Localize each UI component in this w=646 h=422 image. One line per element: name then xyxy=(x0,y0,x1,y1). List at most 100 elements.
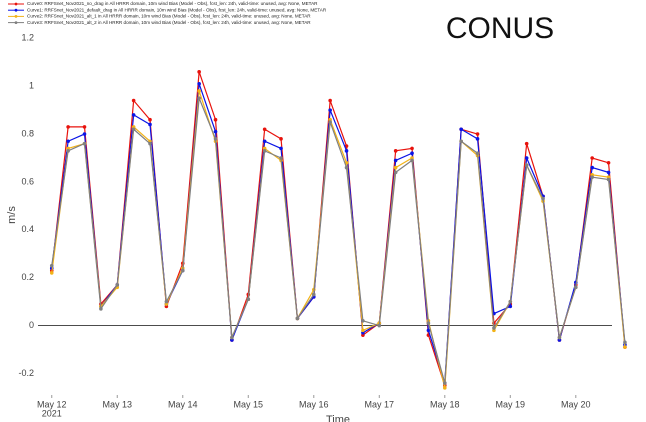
data-point xyxy=(49,271,54,275)
data-point xyxy=(131,113,136,117)
y-tick-label: 1 xyxy=(29,81,34,91)
data-point xyxy=(590,156,594,160)
y-tick-label: 1.2 xyxy=(21,33,34,43)
data-point xyxy=(590,165,594,170)
data-point xyxy=(295,316,300,321)
data-point xyxy=(606,160,611,165)
data-point xyxy=(475,132,480,136)
data-point xyxy=(131,127,136,132)
data-point xyxy=(524,163,529,167)
data-point xyxy=(344,149,349,153)
data-point xyxy=(148,117,152,122)
x-tick-label: May 16 xyxy=(299,399,329,409)
data-point xyxy=(99,307,103,311)
data-point xyxy=(82,132,87,136)
x-tick-label: May 15 xyxy=(234,399,264,409)
legend-label: Curve2: RRFSnet_Nov2021_alt_1 in All HRR… xyxy=(27,14,311,19)
data-point xyxy=(131,98,136,103)
data-point xyxy=(197,89,201,93)
data-point xyxy=(164,299,169,304)
data-point xyxy=(442,381,447,385)
data-point xyxy=(279,156,283,160)
data-point xyxy=(279,137,283,141)
series-line xyxy=(51,71,626,386)
data-point xyxy=(475,137,480,141)
data-point xyxy=(115,283,120,287)
data-point xyxy=(410,151,414,156)
x-tick-label: May 12 xyxy=(37,399,67,409)
y-tick-label: 0 xyxy=(29,320,34,330)
y-tick-label: 0.8 xyxy=(21,128,34,138)
data-point xyxy=(524,141,529,146)
y-tick-label: 0.6 xyxy=(21,176,34,186)
data-point xyxy=(508,299,513,304)
data-point xyxy=(230,335,234,340)
data-point xyxy=(623,345,627,349)
data-point xyxy=(524,156,529,160)
data-point xyxy=(508,304,513,309)
legend-marker xyxy=(14,15,18,18)
x-tick-label: May 18 xyxy=(430,399,460,409)
annotation: CONUS xyxy=(446,12,554,45)
data-point xyxy=(557,335,562,340)
data-point xyxy=(246,297,251,302)
x-tick-year: 2021 xyxy=(42,408,62,418)
data-point xyxy=(361,328,365,333)
data-point xyxy=(82,125,87,129)
data-point xyxy=(393,158,398,163)
data-point xyxy=(279,146,283,151)
data-point xyxy=(377,323,382,328)
data-point xyxy=(574,285,578,290)
data-point xyxy=(459,139,463,144)
data-point xyxy=(66,139,70,144)
data-point xyxy=(213,129,218,134)
data-point xyxy=(541,196,545,201)
data-point xyxy=(311,292,316,297)
y-tick-label: 0.4 xyxy=(21,224,34,234)
data-point xyxy=(393,165,398,170)
y-axis-label: m/s xyxy=(6,206,18,224)
data-point xyxy=(606,170,611,175)
data-point xyxy=(475,151,480,156)
data-point xyxy=(66,149,70,153)
data-point xyxy=(344,144,349,148)
data-point xyxy=(262,149,267,153)
data-point xyxy=(393,149,398,153)
data-point xyxy=(328,108,332,112)
legend-label: Curve0: RRFSnet_Nov2021_no_drag in All H… xyxy=(27,1,318,6)
x-tick-label: May 14 xyxy=(168,399,198,409)
data-point xyxy=(442,386,447,390)
data-point xyxy=(328,120,332,124)
legend-marker xyxy=(14,2,18,6)
legend-label: Curve3: RRFSnet_Nov2021_alt_2 in All HRR… xyxy=(27,20,311,25)
legend-label: Curve1: RRFSnet_Nov2021_default_drag in … xyxy=(27,7,327,12)
data-point xyxy=(410,146,414,151)
data-point xyxy=(213,117,218,122)
y-tick-label: 0.2 xyxy=(21,272,34,282)
data-point xyxy=(148,141,152,146)
series-line xyxy=(51,97,626,384)
x-tick-label: May 19 xyxy=(496,399,526,409)
legend-marker xyxy=(14,8,18,12)
data-point xyxy=(213,137,218,141)
x-axis-label: Time xyxy=(326,414,350,422)
data-point xyxy=(148,122,152,127)
data-point xyxy=(344,165,349,170)
data-point xyxy=(606,177,611,182)
data-point xyxy=(197,70,201,74)
data-point xyxy=(82,141,87,146)
data-point xyxy=(410,158,414,163)
data-point xyxy=(426,321,431,325)
data-point xyxy=(262,139,267,144)
legend-marker xyxy=(14,21,18,24)
data-point xyxy=(66,125,70,129)
data-point xyxy=(197,81,201,86)
x-tick-label: May 20 xyxy=(561,399,591,409)
data-point xyxy=(426,328,431,333)
series-line xyxy=(51,90,626,388)
data-point xyxy=(590,175,594,179)
data-point xyxy=(459,127,463,132)
data-point xyxy=(492,326,496,330)
data-point xyxy=(393,170,398,175)
series-line xyxy=(51,83,626,384)
